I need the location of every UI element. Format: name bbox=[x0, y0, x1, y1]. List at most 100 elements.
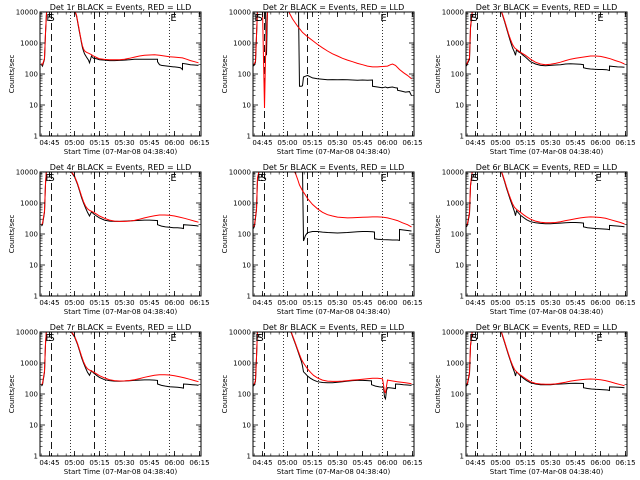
y-tick-label: 100 bbox=[451, 391, 464, 399]
x-tick-label: 06:15 bbox=[402, 299, 422, 307]
x-tick-label: 06:00 bbox=[164, 139, 184, 147]
y-tick-label: 100 bbox=[25, 231, 38, 239]
y-tick-label: 100 bbox=[238, 391, 251, 399]
y-tick-label: 1 bbox=[460, 453, 464, 461]
x-tick-label: 04:45 bbox=[465, 139, 485, 147]
plot-series bbox=[253, 12, 412, 109]
y-tick-label: 100 bbox=[25, 391, 38, 399]
marker-label: E bbox=[469, 333, 475, 344]
series-line-lld bbox=[41, 332, 199, 386]
y-tick-label: 10 bbox=[29, 422, 38, 430]
x-tick-label: 06:00 bbox=[377, 139, 397, 147]
marker-label: E bbox=[596, 333, 602, 344]
x-tick-label: 05:30 bbox=[114, 299, 134, 307]
y-axis-label: Counts/sec bbox=[434, 215, 442, 254]
series-line-events bbox=[253, 332, 412, 401]
x-axis-label: Start Time (07-Mar-08 04:38:40) bbox=[277, 148, 391, 156]
marker-label: E bbox=[45, 333, 51, 344]
panel-title: Det 2r BLACK = Events, RED = LLD bbox=[263, 3, 405, 12]
marker-label: E bbox=[170, 13, 176, 24]
x-tick-label: 05:00 bbox=[490, 459, 510, 467]
x-axis-label: Start Time (07-Mar-08 04:38:40) bbox=[490, 148, 604, 156]
plot-frame bbox=[465, 331, 628, 457]
x-tick-label: 05:45 bbox=[139, 299, 159, 307]
x-tick-label: 05:15 bbox=[515, 459, 535, 467]
x-tick-label: 06:00 bbox=[590, 459, 610, 467]
panel-title: Det 6r BLACK = Events, RED = LLD bbox=[476, 163, 618, 172]
x-tick-label: 05:45 bbox=[352, 299, 372, 307]
y-tick-label: 1 bbox=[460, 133, 464, 141]
series-line-events bbox=[41, 172, 199, 230]
x-tick-label: 06:00 bbox=[377, 459, 397, 467]
x-axis-label: Start Time (07-Mar-08 04:38:40) bbox=[490, 308, 604, 316]
x-tick-label: 05:15 bbox=[515, 139, 535, 147]
x-tick-label: 04:45 bbox=[252, 139, 272, 147]
x-tick-label: 05:45 bbox=[565, 459, 585, 467]
y-tick-label: 1000 bbox=[233, 200, 251, 208]
x-tick-label: 05:15 bbox=[89, 299, 109, 307]
plot-frame bbox=[39, 171, 202, 297]
x-tick-label: 06:15 bbox=[402, 459, 422, 467]
y-axis-label: Counts/sec bbox=[434, 55, 442, 94]
x-tick-label: 04:45 bbox=[465, 459, 485, 467]
series-line-lld bbox=[253, 12, 412, 109]
marker-label: S bbox=[48, 13, 54, 24]
y-tick-label: 10000 bbox=[16, 169, 38, 177]
x-tick-label: 05:30 bbox=[114, 139, 134, 147]
y-axis-label: Counts/sec bbox=[221, 215, 229, 254]
plot-frame bbox=[252, 331, 415, 457]
marker-label: E bbox=[254, 13, 260, 24]
plot-series bbox=[41, 332, 199, 389]
x-tick-label: 05:00 bbox=[277, 139, 297, 147]
marker-label: E bbox=[170, 173, 176, 184]
y-axis-label: Counts/sec bbox=[8, 215, 16, 254]
x-axis-label: Start Time (07-Mar-08 04:38:40) bbox=[64, 148, 178, 156]
y-tick-label: 1000 bbox=[20, 40, 38, 48]
y-axis-label: Counts/sec bbox=[8, 375, 16, 414]
x-axis-label: Start Time (07-Mar-08 04:38:40) bbox=[277, 308, 391, 316]
marker-label: E bbox=[257, 173, 263, 184]
marker-label: E bbox=[597, 13, 603, 24]
y-axis-label: Counts/sec bbox=[434, 375, 442, 414]
series-line-events bbox=[253, 172, 412, 242]
marker-label: E bbox=[45, 173, 51, 184]
y-tick-label: 10 bbox=[455, 422, 464, 430]
x-tick-label: 05:15 bbox=[89, 459, 109, 467]
marker-label: E bbox=[46, 13, 52, 24]
x-tick-label: 05:45 bbox=[352, 459, 372, 467]
y-tick-label: 1000 bbox=[446, 40, 464, 48]
y-tick-label: 1000 bbox=[20, 360, 38, 368]
x-tick-label: 05:00 bbox=[277, 459, 297, 467]
x-tick-label: 05:30 bbox=[114, 459, 134, 467]
plot-frame bbox=[252, 11, 415, 137]
marker-label: S bbox=[256, 13, 262, 24]
x-tick-label: 05:30 bbox=[540, 139, 560, 147]
series-line-lld bbox=[253, 172, 412, 228]
y-tick-label: 10 bbox=[29, 102, 38, 110]
y-axis-label: Counts/sec bbox=[221, 55, 229, 94]
y-tick-label: 10000 bbox=[442, 329, 464, 337]
y-tick-label: 100 bbox=[238, 71, 251, 79]
marker-label: E bbox=[380, 13, 386, 24]
series-line-events bbox=[41, 332, 199, 389]
plot-series bbox=[253, 172, 412, 242]
x-tick-label: 05:00 bbox=[64, 299, 84, 307]
y-tick-label: 1 bbox=[247, 133, 251, 141]
x-tick-label: 05:30 bbox=[327, 459, 347, 467]
marker-label: E bbox=[170, 333, 176, 344]
marker-label: S bbox=[472, 173, 478, 184]
y-tick-label: 1000 bbox=[446, 360, 464, 368]
marker-label: S bbox=[48, 173, 54, 184]
y-tick-label: 1000 bbox=[446, 200, 464, 208]
marker-label: S bbox=[260, 173, 266, 184]
x-tick-label: 05:15 bbox=[515, 299, 535, 307]
x-tick-label: 05:45 bbox=[352, 139, 372, 147]
y-tick-label: 1 bbox=[247, 453, 251, 461]
x-tick-label: 05:30 bbox=[327, 299, 347, 307]
series-line-lld bbox=[41, 12, 199, 66]
x-tick-label: 04:45 bbox=[39, 139, 59, 147]
